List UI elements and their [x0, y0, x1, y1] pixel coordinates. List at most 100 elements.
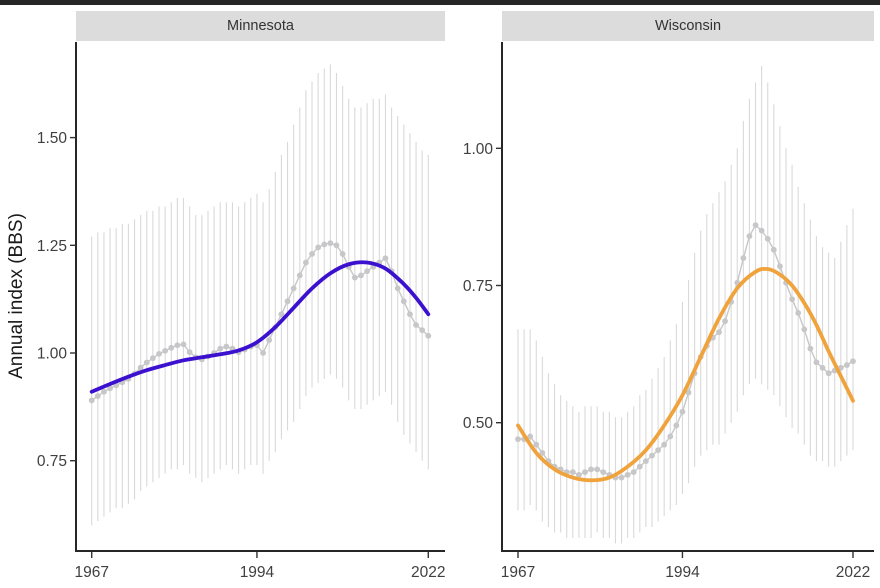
annual-index-point-wisconsin	[844, 362, 850, 368]
annual-index-point-minnesota	[284, 298, 291, 305]
annual-index-point-minnesota	[266, 337, 273, 343]
annual-index-point-minnesota	[339, 251, 346, 257]
facet-strip-wisconsin: Wisconsin	[502, 11, 874, 41]
y-tick-label-wisconsin: 0.50	[463, 415, 494, 432]
annual-index-point-wisconsin	[789, 296, 795, 303]
facet-strip-minnesota: Minnesota	[76, 11, 445, 41]
annual-index-point-minnesota	[315, 244, 322, 251]
x-tick-label-minnesota: 1967	[74, 564, 108, 581]
annual-index-point-wisconsin	[636, 463, 643, 470]
y-tick-label-minnesota: 1.25	[37, 238, 67, 255]
annual-index-point-wisconsin	[515, 436, 521, 443]
annual-index-point-minnesota	[101, 388, 107, 395]
y-tick-label-minnesota: 1.50	[37, 130, 68, 147]
annual-index-point-minnesota	[296, 272, 303, 279]
annual-index-point-wisconsin	[850, 358, 856, 365]
annual-index-point-wisconsin	[777, 263, 783, 270]
smooth-trend-line-wisconsin	[516, 266, 855, 483]
annual-index-point-wisconsin	[588, 466, 594, 473]
annual-index-point-minnesota	[321, 241, 328, 248]
annual-index-point-wisconsin	[649, 452, 655, 459]
annual-index-point-wisconsin	[807, 345, 814, 352]
annual-index-point-minnesota	[400, 298, 407, 305]
annual-index-point-wisconsin	[655, 447, 661, 454]
annual-index-point-wisconsin	[722, 318, 728, 325]
annual-index-point-minnesota	[425, 332, 432, 339]
annual-index-point-minnesota	[358, 272, 364, 279]
annual-index-point-wisconsin	[685, 389, 692, 396]
annual-index-point-minnesota	[290, 285, 297, 292]
y-tick-label-wisconsin: 1.00	[463, 141, 494, 158]
annual-index-point-minnesota	[162, 347, 169, 354]
facet-strip-wisconsin-label: Wisconsin	[654, 18, 722, 34]
annual-index-point-wisconsin	[594, 466, 601, 473]
smooth-trend-line-minnesota	[89, 260, 431, 394]
annual-index-point-wisconsin	[618, 474, 625, 481]
annual-index-point-minnesota	[143, 359, 150, 366]
annual-index-point-minnesota	[419, 327, 426, 334]
annual-index-point-wisconsin	[624, 471, 631, 478]
annual-index-point-minnesota	[137, 364, 144, 371]
annual-index-point-minnesota	[88, 397, 95, 404]
x-tick-label-minnesota: 2022	[411, 564, 445, 581]
x-tick-label-wisconsin: 1967	[501, 564, 535, 581]
annual-index-point-minnesota	[394, 285, 401, 292]
x-tick-label-wisconsin: 1994	[665, 564, 700, 581]
annual-index-point-wisconsin	[527, 433, 534, 440]
x-tick-label-wisconsin: 2022	[836, 564, 870, 581]
annual-index-point-minnesota	[150, 355, 156, 362]
annual-index-point-minnesota	[407, 311, 413, 318]
annual-index-point-wisconsin	[600, 469, 607, 475]
annual-index-point-minnesota	[327, 240, 334, 247]
annual-index-point-minnesota	[174, 342, 181, 349]
facet-strip-minnesota-label: Minnesota	[227, 18, 294, 34]
annual-index-point-wisconsin	[576, 471, 582, 478]
annual-index-point-wisconsin	[667, 433, 674, 440]
annual-index-point-wisconsin	[740, 255, 747, 261]
annual-index-point-minnesota	[351, 274, 358, 281]
window-top-edge	[0, 0, 880, 5]
annual-index-line-wisconsin	[518, 224, 854, 479]
annual-index-point-wisconsin	[819, 364, 826, 371]
annual-index-point-wisconsin	[752, 222, 759, 229]
annual-index-point-minnesota	[278, 311, 285, 318]
y-tick-label-minnesota: 1.00	[37, 346, 68, 363]
annual-index-point-wisconsin	[533, 441, 540, 448]
annual-index-point-wisconsin	[746, 233, 753, 240]
annual-index-point-wisconsin	[813, 359, 820, 366]
annual-index-point-minnesota	[413, 322, 419, 328]
annual-index-point-wisconsin	[679, 408, 686, 415]
annual-index-point-minnesota	[309, 251, 315, 257]
annual-index-point-wisconsin	[539, 449, 546, 456]
annual-index-point-minnesota	[156, 350, 162, 357]
annual-index-point-minnesota	[364, 268, 370, 275]
annual-index-point-wisconsin	[764, 235, 771, 242]
x-tick-label-minnesota: 1994	[240, 564, 275, 581]
annual-index-point-wisconsin	[582, 469, 588, 475]
annual-index-point-wisconsin	[569, 469, 576, 475]
annual-index-point-minnesota	[333, 242, 340, 249]
annual-index-point-wisconsin	[825, 370, 832, 377]
annual-index-point-minnesota	[260, 350, 266, 356]
annual-index-point-wisconsin	[643, 458, 649, 465]
annual-index-point-minnesota	[382, 255, 389, 262]
annual-index-point-wisconsin	[758, 227, 765, 234]
annual-index-point-wisconsin	[801, 326, 808, 333]
annual-index-point-wisconsin	[716, 329, 722, 336]
annual-index-point-wisconsin	[795, 310, 802, 316]
annual-index-point-minnesota	[168, 344, 175, 351]
annual-index-point-minnesota	[107, 385, 113, 392]
annual-index-point-minnesota	[223, 343, 230, 350]
y-tick-label-wisconsin: 0.75	[463, 278, 493, 295]
annual-index-point-wisconsin	[770, 246, 777, 253]
annual-index-point-minnesota	[303, 259, 309, 266]
annual-index-point-minnesota	[94, 393, 101, 399]
annual-index-point-minnesota	[217, 345, 224, 352]
annual-index-point-wisconsin	[673, 422, 680, 429]
annual-index-point-wisconsin	[630, 469, 637, 475]
annual-index-point-minnesota	[180, 341, 187, 348]
annual-index-point-minnesota	[186, 349, 193, 356]
annual-index-point-wisconsin	[661, 441, 668, 448]
